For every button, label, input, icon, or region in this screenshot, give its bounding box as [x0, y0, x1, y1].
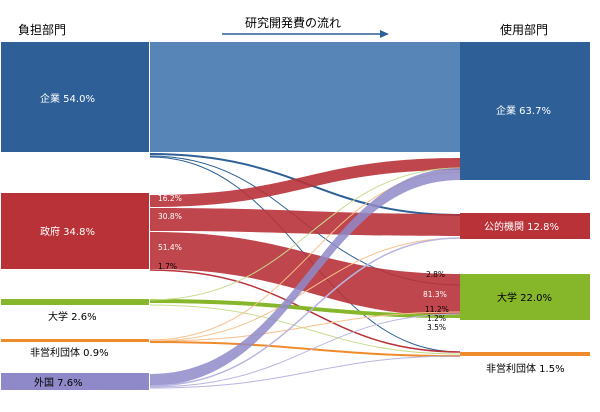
- source-label-foreign: 外国 7.6%: [34, 377, 83, 389]
- flow-nonprofit-to-nonprofit: [149, 341, 461, 357]
- pct-gov-nonprofit: 1.7%: [158, 262, 177, 271]
- flow-government-to-public: [150, 208, 460, 236]
- use-sectors-header: 使用部門: [500, 22, 548, 37]
- flows: [149, 42, 461, 389]
- use-nodes: 企業 63.7% 公的機関 12.8% 大学 22.0% 非営利団体 1.5%: [460, 42, 590, 375]
- use-node-university: [460, 274, 590, 320]
- source-label-nonprofit: 非営利団体 0.9%: [30, 346, 109, 359]
- flow-company-to-company: [150, 42, 460, 152]
- pct-gov-public: 30.8%: [158, 212, 182, 221]
- flow-arrow-head: [380, 30, 389, 38]
- source-node-government: [1, 193, 149, 269]
- flow-university-to-nonprofit: [149, 304, 461, 355]
- source-nodes: 企業 54.0% 政府 34.8% 大学 2.6% 非営利団体 0.9% 外国 …: [1, 42, 149, 390]
- flow-labels: 16.2% 30.8% 51.4% 1.7% 2.8% 81.3% 11.2% …: [158, 194, 449, 332]
- source-label-university: 大学 2.6%: [48, 310, 97, 323]
- use-label-university: 大学 22.0%: [497, 291, 552, 304]
- flow-foreign-to-company: [150, 168, 460, 386]
- flow-government-to-university: [150, 232, 460, 316]
- flow-university-to-university: [149, 299, 461, 318]
- source-node-nonprofit: [1, 339, 149, 342]
- source-sectors-header: 負担部門: [18, 22, 66, 37]
- flow-government-to-company: [150, 158, 460, 207]
- use-label-company: 企業 63.7%: [496, 104, 551, 117]
- pct-into-univ-university: 3.5%: [427, 323, 446, 332]
- source-label-company: 企業 54.0%: [40, 92, 95, 105]
- flow-title: 研究開発費の流れ: [245, 15, 341, 30]
- pct-gov-company: 16.2%: [158, 194, 182, 203]
- flow-foreign-to-nonprofit: [149, 355, 461, 389]
- flow-university-to-company: [149, 167, 461, 301]
- source-node-foreign: [1, 373, 149, 390]
- use-node-company: [460, 42, 590, 180]
- source-label-government: 政府 34.8%: [40, 225, 95, 238]
- pct-gov-university: 51.4%: [158, 243, 182, 252]
- source-node-company: [1, 42, 149, 152]
- use-node-public: [460, 213, 590, 239]
- pct-into-univ-nonprofit: 1.2%: [427, 314, 446, 323]
- flow-nonprofit-to-university: [149, 311, 461, 342]
- flow-foreign-to-public: [149, 237, 461, 387]
- pct-into-univ-gov: 81.3%: [423, 290, 447, 299]
- use-label-nonprofit: 非営利団体 1.5%: [486, 362, 565, 375]
- use-label-public: 公的機関 12.8%: [484, 220, 559, 233]
- pct-into-univ-company: 2.8%: [426, 270, 445, 279]
- flow-foreign-to-university: [149, 313, 461, 388]
- use-node-nonprofit: [460, 352, 590, 356]
- source-node-university: [1, 299, 149, 305]
- pct-into-univ-foreign: 11.2%: [425, 305, 449, 314]
- flow-nonprofit-to-public: [149, 237, 461, 342]
